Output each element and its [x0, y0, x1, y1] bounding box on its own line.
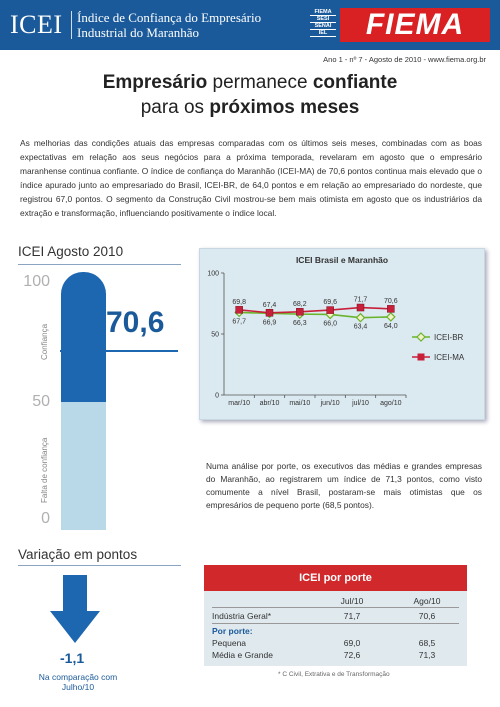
data-point: [296, 308, 304, 316]
headline-text-2: para os: [140, 97, 210, 118]
row-label: Pequena: [212, 638, 247, 648]
data-point: [356, 303, 365, 312]
x-tick-label: mai/10: [289, 400, 310, 407]
headline-bold-3: próximos meses: [209, 97, 360, 118]
cell-value: 68,5: [418, 638, 436, 648]
headline-bold-2: confiante: [312, 72, 398, 93]
scale-top: 100: [23, 273, 50, 290]
data-label: 70,6: [384, 298, 398, 305]
header-title: Índice de Confiança do Empresário Indust…: [77, 10, 261, 40]
gauge-value: 70,6: [106, 306, 165, 339]
porte-table: ICEI por porte Jul/10 Ago/10 Indústria G…: [204, 565, 467, 666]
data-point: [385, 312, 396, 322]
chart-title: ICEI Brasil e Maranhão: [295, 255, 389, 265]
legend-label: ICEI-MA: [434, 353, 465, 362]
header-title-line2: Industrial do Maranhão: [77, 25, 200, 40]
scale-bottom: 0: [41, 510, 50, 527]
label-confianca: Confiança: [40, 323, 49, 360]
table-row: Pequena 69,0 68,5: [212, 638, 459, 648]
chart-panel: ICEI Brasil e Maranhão 0 50 100 mar/10 abr/1…: [199, 248, 485, 420]
data-label: 67,7: [232, 318, 246, 325]
headline-bold-1: Empresário: [102, 72, 208, 93]
legend-marker: [416, 332, 426, 342]
y-tick-label: 0: [215, 393, 219, 400]
table-footnote: * C Civil, Extrativa e de Transformação: [278, 671, 390, 678]
legend-marker: [417, 353, 425, 361]
table-row: Média e Grande 72,6 71,3: [212, 650, 459, 660]
legend-label: ICEI-BR: [434, 333, 464, 342]
data-label: 68,2: [293, 301, 307, 308]
data-label: 69,8: [232, 299, 246, 306]
col-header-jul: Jul/10: [340, 596, 364, 606]
label-falta-confianca: Falta de confiança: [40, 437, 49, 503]
cell-value: 71,7: [343, 611, 361, 621]
confidence-thermometer: [61, 272, 106, 530]
thermometer-lower: [61, 402, 106, 530]
down-arrow-icon: [50, 575, 100, 643]
data-label: 63,4: [354, 324, 368, 331]
data-point: [235, 306, 243, 314]
gauge-title: ICEI Agosto 2010: [18, 244, 124, 259]
sistema-item: SESI: [310, 16, 336, 23]
data-point: [355, 312, 366, 323]
variation-title-underline: [18, 565, 181, 566]
table-row: Indústria Geral* 71,7 70,6: [212, 611, 459, 621]
cell-value: 72,6: [343, 650, 361, 660]
intro-paragraph: As melhorias das condições atuais das em…: [20, 138, 482, 219]
fiema-logo: FIEMA: [340, 8, 490, 42]
sistema-item: IEL: [310, 30, 336, 37]
edition-info: Ano 1 - nº 7 - Agosto de 2010 - www.fiem…: [323, 55, 486, 64]
page-header: ICEI Índice de Confiança do Empresário I…: [0, 0, 500, 50]
data-label: 71,7: [354, 297, 368, 304]
table-divider: [212, 607, 459, 608]
gauge-title-underline: [18, 264, 181, 265]
data-label: 66,9: [263, 319, 277, 326]
x-tick-label: jun/10: [320, 400, 340, 407]
data-point: [387, 305, 395, 313]
porte-paragraph: Numa análise por porte, os executivos da…: [206, 461, 482, 510]
table-title: ICEI por porte: [204, 565, 467, 591]
scale-mid: 50: [32, 393, 50, 410]
y-tick-label: 100: [207, 271, 219, 278]
data-label: 69,6: [323, 299, 337, 306]
table-section-label: Por porte:: [212, 626, 253, 636]
line-chart: 0 50 100 mar/10 abr/10 mai/10 jun/10 jul/10 ago/…: [207, 271, 465, 408]
row-label: Média e Grande: [212, 650, 273, 660]
variation-note: Na comparação com Julho/10: [28, 672, 128, 692]
data-point: [326, 306, 334, 314]
x-tick-label: abr/10: [260, 400, 280, 407]
data-label: 67,4: [263, 302, 277, 309]
series-line-icei-br: [239, 311, 391, 319]
gauge-pointer-line: [60, 350, 178, 352]
cell-value: 69,0: [343, 638, 361, 648]
col-header-ago: Ago/10: [413, 596, 441, 606]
cell-value: 70,6: [418, 611, 436, 621]
data-label: 66,0: [323, 320, 337, 327]
data-label: 64,0: [384, 323, 398, 330]
data-point: [265, 309, 274, 317]
y-tick-label: 50: [211, 332, 219, 339]
table-divider: [212, 623, 459, 624]
sistema-logo: FIEMA SESI SENAI IEL: [310, 9, 336, 37]
variation-note-line2: Julho/10: [61, 682, 95, 692]
series-line-icei-ma: [239, 306, 391, 314]
header-title-line1: Índice de Confiança do Empresário: [77, 10, 262, 25]
icei-logo: ICEI: [10, 10, 63, 39]
data-label: 66,3: [293, 320, 307, 327]
headline-text-1: permanece: [207, 72, 313, 93]
sistema-item: SENAI: [310, 23, 336, 30]
x-tick-label: mar/10: [228, 400, 250, 407]
header-divider: [71, 11, 72, 39]
x-tick-label: ago/10: [380, 400, 402, 407]
sistema-item: FIEMA: [310, 9, 336, 16]
variation-title: Variação em pontos: [18, 547, 138, 562]
variation-note-line1: Na comparação com: [38, 672, 118, 682]
headline: Empresário permanece confiante para os p…: [0, 70, 500, 120]
cell-value: 71,3: [418, 650, 436, 660]
x-tick-label: jul/10: [351, 400, 369, 407]
row-label: Indústria Geral*: [212, 611, 272, 621]
variation-value: -1,1: [60, 650, 85, 666]
